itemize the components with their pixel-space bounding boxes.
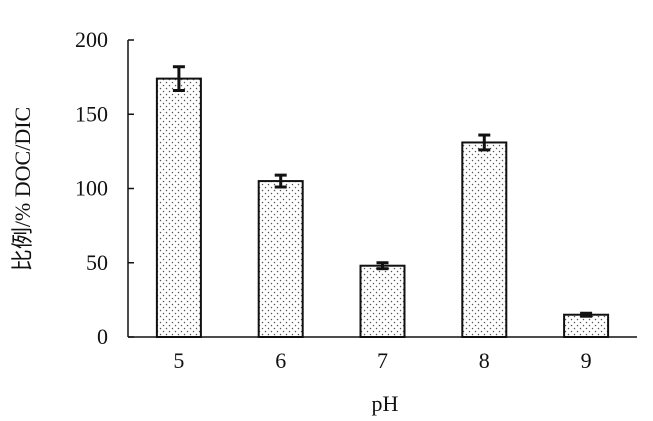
bar-ph-8 (461, 141, 508, 338)
y-tick-label: 150 (75, 101, 108, 126)
y-ticks-group: 0 50 100 150 200 (75, 27, 134, 349)
x-ticks-group: 5 6 7 8 9 (173, 348, 591, 373)
y-tick-label: 0 (97, 324, 108, 349)
x-axis-label: pH (372, 391, 399, 416)
bar-ph-7 (359, 264, 406, 338)
error-bar-ph-7 (376, 261, 389, 271)
x-tick-label: 7 (377, 348, 388, 373)
x-tick-label: 8 (479, 348, 490, 373)
y-tick-label: 100 (75, 176, 108, 201)
x-tick-label: 5 (173, 348, 184, 373)
y-tick-label: 50 (86, 250, 108, 275)
error-bar-ph-5 (172, 65, 185, 92)
bar-ph-6 (257, 180, 304, 338)
error-bars-group (172, 65, 593, 318)
y-axis-label: 比例/% DOC/DIC (10, 107, 35, 271)
error-bar-ph-9 (580, 311, 593, 318)
error-bar-ph-8 (478, 133, 491, 152)
bars-group (155, 77, 610, 339)
bar-ph-9 (563, 313, 610, 339)
x-tick-label: 6 (275, 348, 286, 373)
y-tick-label: 200 (75, 27, 108, 52)
bar-ph-5 (155, 77, 202, 339)
x-tick-label: 9 (581, 348, 592, 373)
error-bar-ph-6 (274, 173, 287, 189)
